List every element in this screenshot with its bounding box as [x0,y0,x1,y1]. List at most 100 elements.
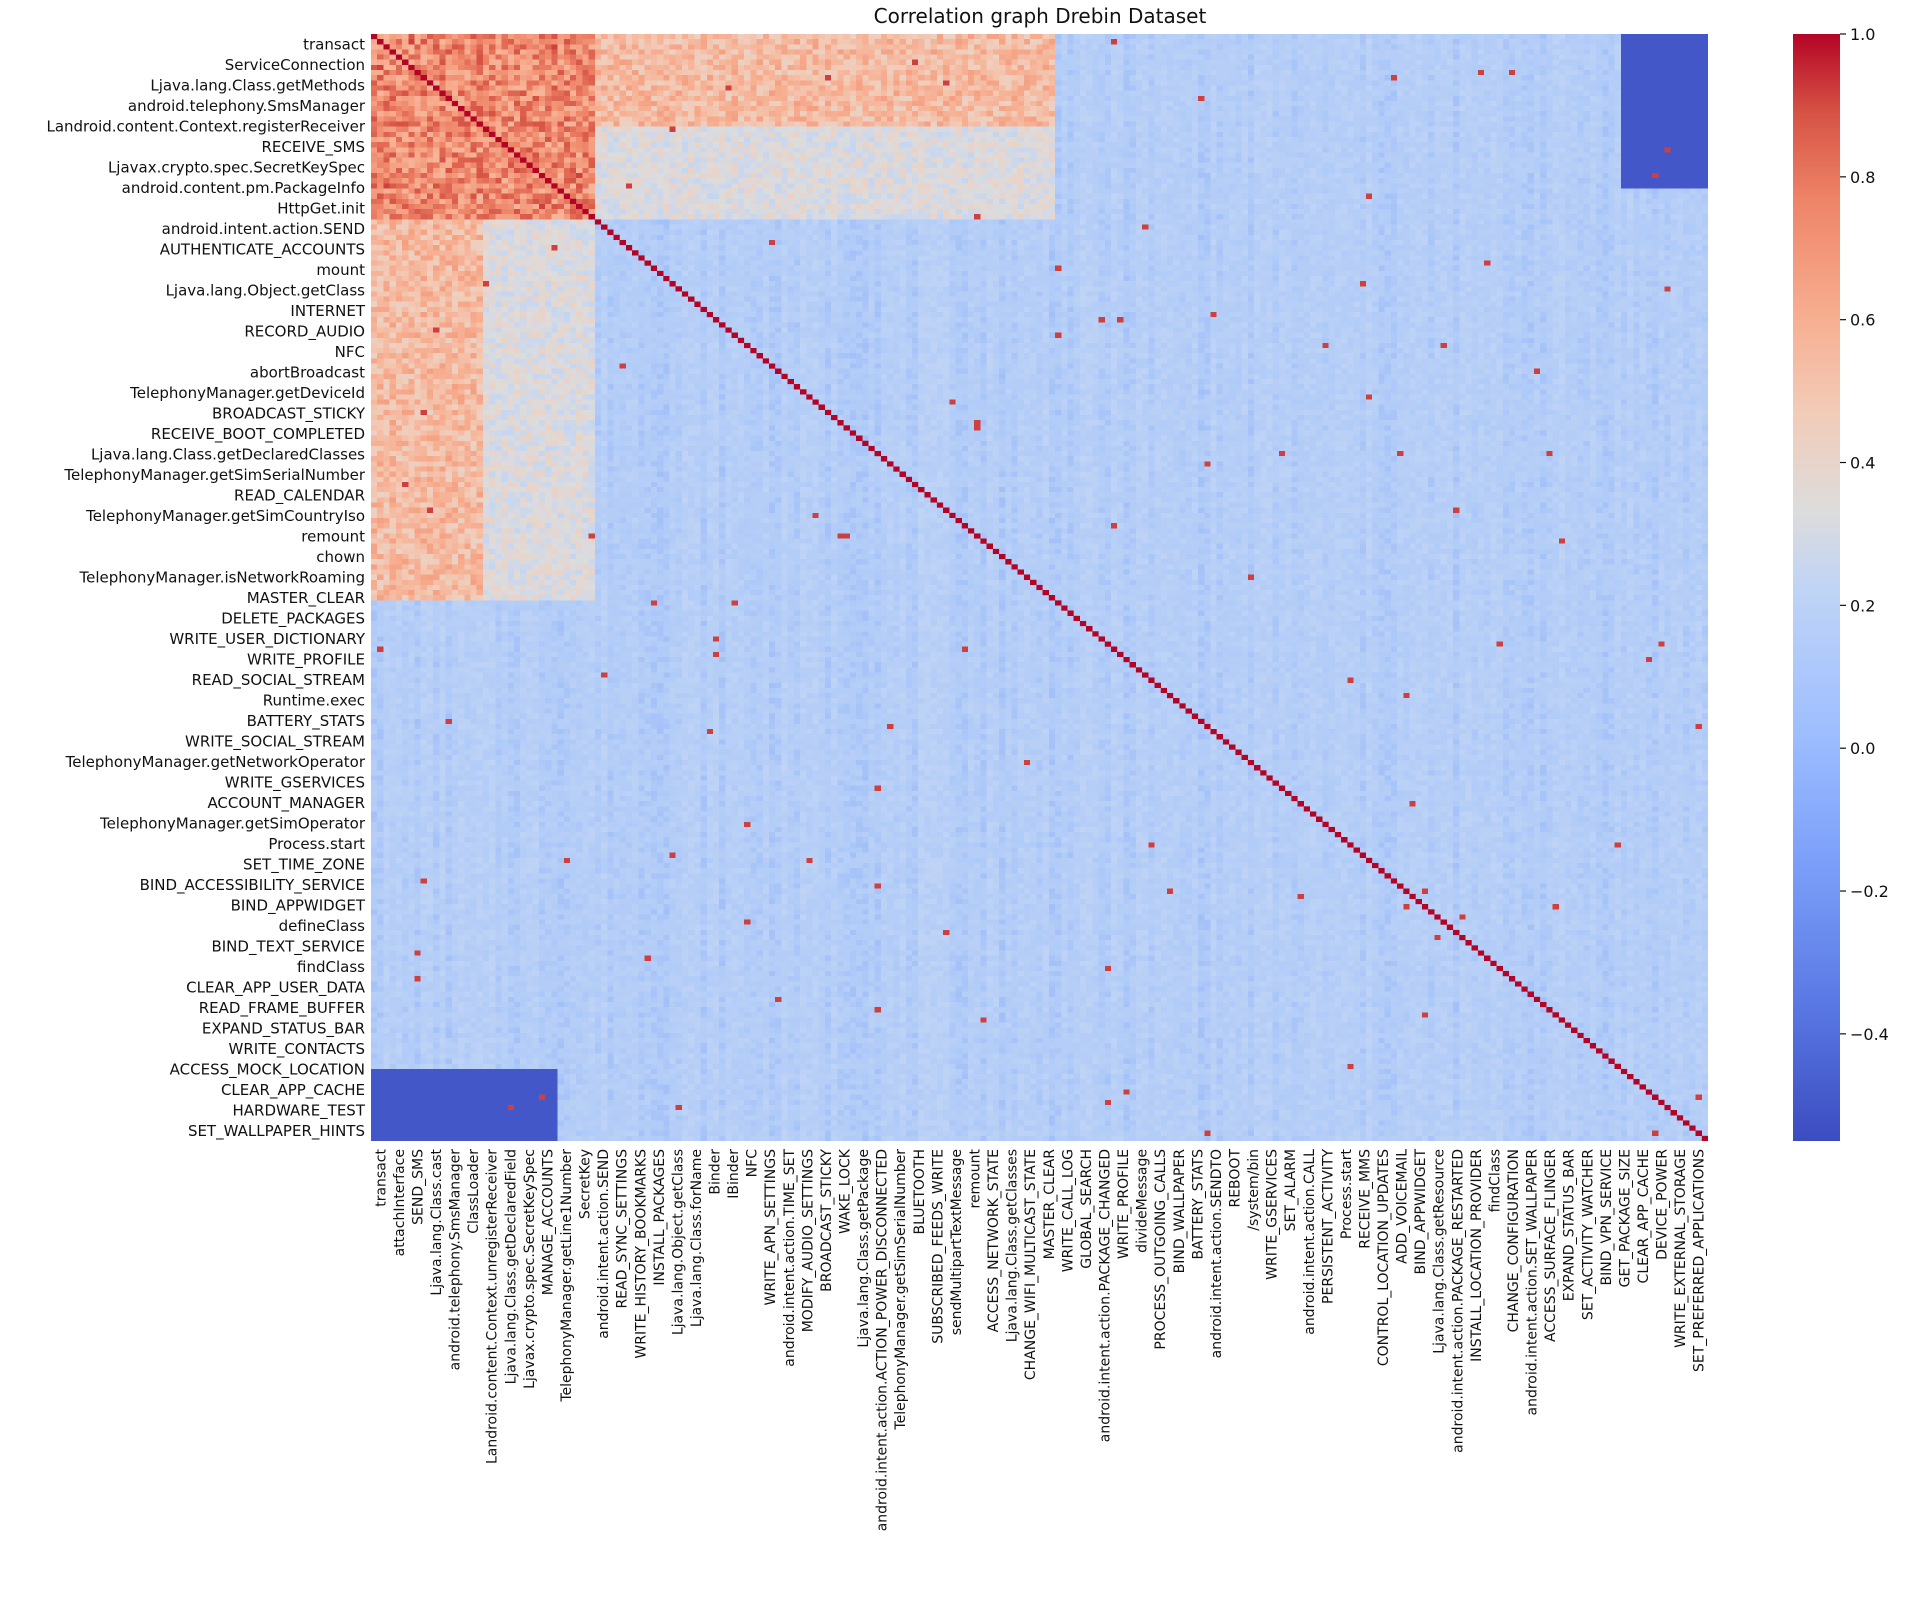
diagonal-cell [1123,657,1130,663]
diagonal-cell [1484,955,1491,961]
column-tick-label: findClass [1488,1149,1504,1212]
diagonal-cell [905,476,913,482]
column-tick-label: WAKE_LOCK [838,1148,854,1234]
diagonal-cell [1477,950,1485,956]
diagonal-cell [1465,940,1472,946]
column-tick-label: REBOOT [1228,1149,1244,1208]
diagonal-cell [1198,718,1205,724]
diagonal-cell [992,548,1000,555]
diagonal-cell [563,193,570,199]
row-tick-label: Ljavax.crypto.spec.SecretKeySpec [108,158,365,176]
colorbar-tick-label: −0.2 [1850,882,1889,901]
column-tick-label: Landroid.content.Context.unregisterRecei… [485,1149,501,1464]
diagonal-cell [1254,765,1261,771]
diagonal-cell [632,250,639,256]
diagonal-cell [725,327,732,333]
chart-title: Correlation graph Drebin Dataset [874,4,1207,28]
column-tick-label: ACCESS_SURFACE_FLINGER [1543,1149,1559,1342]
column-tick-label: NFC [745,1149,761,1178]
row-tick-label: TelephonyManager.getNetworkOperator [65,753,366,771]
diagonal-cell [1023,574,1031,580]
column-tick-label: sendMultipartTextMessage [949,1149,965,1335]
diagonal-cell [1683,1120,1690,1126]
column-tick-label: BIND_WALLPAPER [1172,1149,1188,1274]
column-tick-label: SET_PREFERRED_APPLICATIONS [1692,1149,1708,1372]
row-tick-label: findClass [297,958,365,976]
diagonal-cell [1440,919,1447,925]
column-tick-label: BIND_VPN_SERVICE [1599,1149,1615,1286]
column-tick-label: WRITE_EXTERNAL_STORAGE [1673,1149,1689,1348]
diagonal-cell [1564,1022,1572,1028]
column-tick-label: android.intent.action.ACTION_POWER_DISCO… [875,1149,891,1531]
row-tick-label: RECEIVE_SMS [262,138,366,157]
row-tick-label: Ljava.lang.Class.getMethods [150,76,365,94]
diagonal-cell [1546,1007,1553,1013]
column-tick-label: Ljavax.crypto.spec.SecretKeySpec [522,1149,538,1389]
diagonal-cell [781,373,788,379]
column-tick-label: WRITE_APN_SETTINGS [763,1149,779,1306]
column-tick-label: Binder [708,1149,724,1195]
row-tick-label: SET_TIME_ZONE [243,855,365,874]
colorbar-tick-label: 0.8 [1850,168,1875,187]
diagonal-cell [613,234,620,240]
diagonal-cell [1291,796,1298,802]
diagonal-cell [812,399,819,405]
column-tick-label: MANAGE_ACCOUNTS [540,1149,556,1295]
column-tick-label: WRITE_CALL_LOG [1060,1149,1076,1272]
diagonal-cell [644,260,651,266]
diagonal-cell [706,312,714,318]
column-tick-label: BLUETOOTH [912,1149,928,1234]
diagonal-cell [1558,1017,1565,1023]
diagonal-cell [694,301,701,307]
column-tick-label: EXPAND_STATUS_BAR [1562,1149,1578,1302]
column-tick-label: CHANGE_WIFI_MULTICAST_STATE [1023,1149,1039,1380]
diagonal-cell [831,415,838,421]
row-tick-label: transact [303,35,365,53]
diagonal-cell [936,502,944,508]
diagonal-cell [1191,713,1199,719]
column-tick-label: Ljava.lang.Class.forName [689,1149,705,1327]
row-tick-label: MASTER_CLEAR [247,589,365,608]
diagonal-cell [1403,888,1410,894]
diagonal-cell [949,512,956,518]
diagonal-cell [750,348,757,354]
diagonal-cell [650,265,658,271]
diagonal-cell [1210,729,1217,735]
diagonal-cell [1583,1038,1590,1044]
diagonal-cell [532,167,539,174]
diagonal-cell [1415,899,1422,905]
diagonal-cell [1086,626,1093,632]
diagonal-cell [458,106,465,112]
row-tick-label: TelephonyManager.getSimCountryIso [85,507,365,525]
diagonal-cell [1614,1063,1621,1069]
diagonal-cell [1596,1048,1603,1054]
diagonal-cell [1322,821,1329,827]
diagonal-cell [862,440,869,446]
diagonal-cell [1471,945,1478,951]
diagonal-cell [501,142,508,148]
diagonal-cell [1241,754,1248,760]
diagonal-cell [482,126,490,132]
diagonal-cell [737,337,745,343]
column-tick-label: Ljava.lang.Class.getResource [1432,1149,1448,1354]
diagonal-cell [601,224,608,230]
colorbar-tick-label: 0.0 [1850,739,1875,758]
row-tick-label: WRITE_GSERVICES [225,773,365,792]
diagonal-cell [588,214,595,220]
diagonal-cell [912,481,919,488]
diagonal-cell [1341,837,1348,843]
diagonal-cell [1148,677,1155,683]
diagonal-cell [1428,909,1435,915]
column-tick-label: Ljava.lang.Class.getDeclaredField [503,1149,519,1384]
row-tick-label: BATTERY_STATS [247,712,365,731]
diagonal-cell [1602,1053,1609,1059]
diagonal-cell [893,466,900,472]
column-tick-label: BROADCAST_STICKY [819,1149,835,1292]
diagonal-cell [1011,564,1018,570]
diagonal-cell [1347,842,1354,848]
diagonal-cell [1272,780,1279,786]
diagonal-cell [719,322,726,328]
diagonal-cell [638,255,645,261]
diagonal-cell [1421,904,1429,910]
diagonal-cell [1328,826,1335,833]
